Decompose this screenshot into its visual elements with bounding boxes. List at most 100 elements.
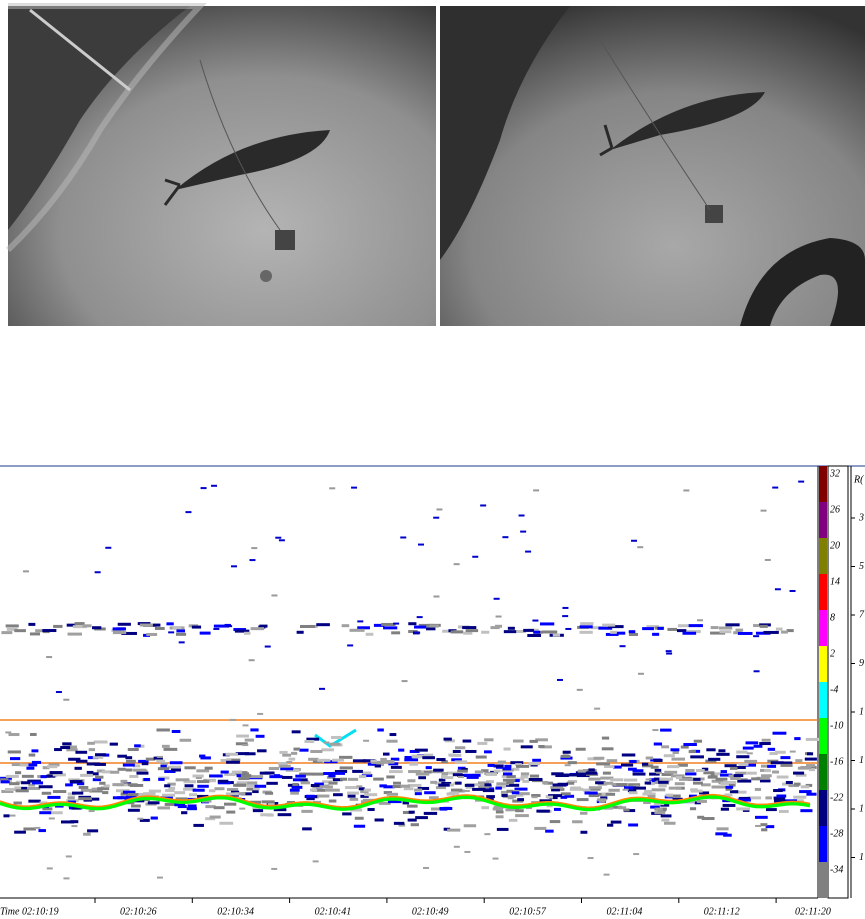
echo	[172, 626, 181, 629]
echo	[368, 808, 375, 811]
echo	[589, 794, 600, 797]
echo	[767, 765, 776, 768]
echo	[768, 748, 775, 751]
echo	[697, 800, 707, 803]
echo	[255, 785, 267, 788]
echo	[126, 769, 133, 772]
echo	[540, 622, 554, 625]
echo	[393, 782, 401, 785]
echo	[703, 771, 714, 774]
echo	[164, 784, 170, 787]
echo	[477, 742, 487, 745]
echo	[706, 748, 715, 751]
echo	[622, 753, 635, 756]
echo	[121, 780, 128, 783]
echo	[613, 766, 621, 769]
echo	[747, 752, 753, 754]
echo	[28, 800, 40, 803]
echo	[310, 750, 322, 753]
echo	[379, 784, 386, 787]
echo	[494, 598, 500, 600]
echo	[299, 749, 308, 752]
echo	[521, 745, 533, 748]
echo	[62, 742, 71, 745]
echo	[673, 751, 679, 754]
echo	[304, 740, 314, 743]
echo	[602, 747, 614, 750]
echo	[451, 630, 463, 633]
echo	[678, 624, 689, 627]
echo	[737, 780, 751, 783]
echo	[504, 748, 511, 751]
echo	[472, 556, 478, 558]
echo	[187, 807, 197, 810]
echo	[292, 730, 301, 733]
echo	[49, 811, 63, 814]
echo	[800, 809, 812, 812]
echo	[763, 631, 778, 634]
range-axis-label: 1	[859, 706, 864, 717]
echo	[66, 855, 72, 857]
echo	[243, 724, 249, 726]
echo	[515, 814, 529, 817]
echo	[56, 691, 62, 693]
color-scale-label: 20	[830, 540, 840, 551]
echo	[644, 790, 652, 793]
echo	[311, 784, 320, 787]
echo	[265, 772, 275, 775]
echo	[128, 809, 140, 812]
echo	[21, 781, 30, 784]
echo	[719, 627, 732, 630]
echo	[588, 778, 600, 781]
echo	[251, 547, 257, 549]
time-label: 02:11:04	[607, 906, 643, 917]
echo	[118, 623, 131, 626]
echo	[356, 785, 362, 787]
echo	[484, 783, 491, 786]
time-label: 02:10:34	[217, 906, 254, 917]
echo	[140, 624, 153, 627]
echo	[463, 632, 472, 635]
echo	[697, 619, 703, 621]
echo	[736, 755, 749, 758]
echo	[628, 823, 638, 826]
echo	[721, 770, 727, 773]
color-scale-label: 8	[830, 612, 835, 623]
echo	[621, 764, 633, 767]
echo	[5, 731, 11, 733]
echo	[377, 728, 383, 731]
echo	[209, 774, 223, 777]
echo	[764, 769, 771, 772]
echo	[371, 762, 377, 764]
echo	[15, 771, 21, 774]
echo	[26, 767, 34, 770]
echo	[157, 877, 163, 879]
time-label: 02:10:26	[120, 906, 157, 917]
echo	[267, 814, 274, 817]
echo	[47, 765, 58, 768]
echo	[418, 776, 426, 779]
echo	[105, 547, 111, 549]
echo	[113, 627, 126, 630]
echo	[553, 783, 567, 786]
echo	[734, 774, 744, 777]
echo	[87, 829, 98, 832]
echo	[580, 631, 593, 634]
echo	[631, 540, 637, 542]
echo	[532, 759, 541, 762]
echo	[188, 804, 197, 807]
echo	[716, 827, 728, 830]
color-scale-label: -22	[830, 792, 843, 803]
echo	[528, 762, 540, 765]
echo	[391, 766, 402, 769]
echo	[271, 868, 277, 870]
echo	[238, 777, 249, 780]
echo	[23, 827, 36, 830]
echo	[359, 775, 366, 778]
echo	[572, 820, 583, 823]
echo	[226, 625, 232, 627]
echo	[738, 632, 753, 635]
echo	[146, 633, 157, 636]
echo	[486, 773, 497, 776]
echo	[112, 783, 124, 786]
